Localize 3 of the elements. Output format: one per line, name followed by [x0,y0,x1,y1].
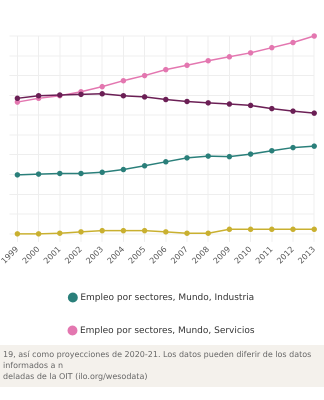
legend-label: Empleo por sectores, Mundo, Servicios [80,326,255,336]
legend-label: Empleo por sectores, Mundo, Industria [80,292,254,303]
text: deladas de la OIT (ilo.org/wesodata) [3,371,148,383]
